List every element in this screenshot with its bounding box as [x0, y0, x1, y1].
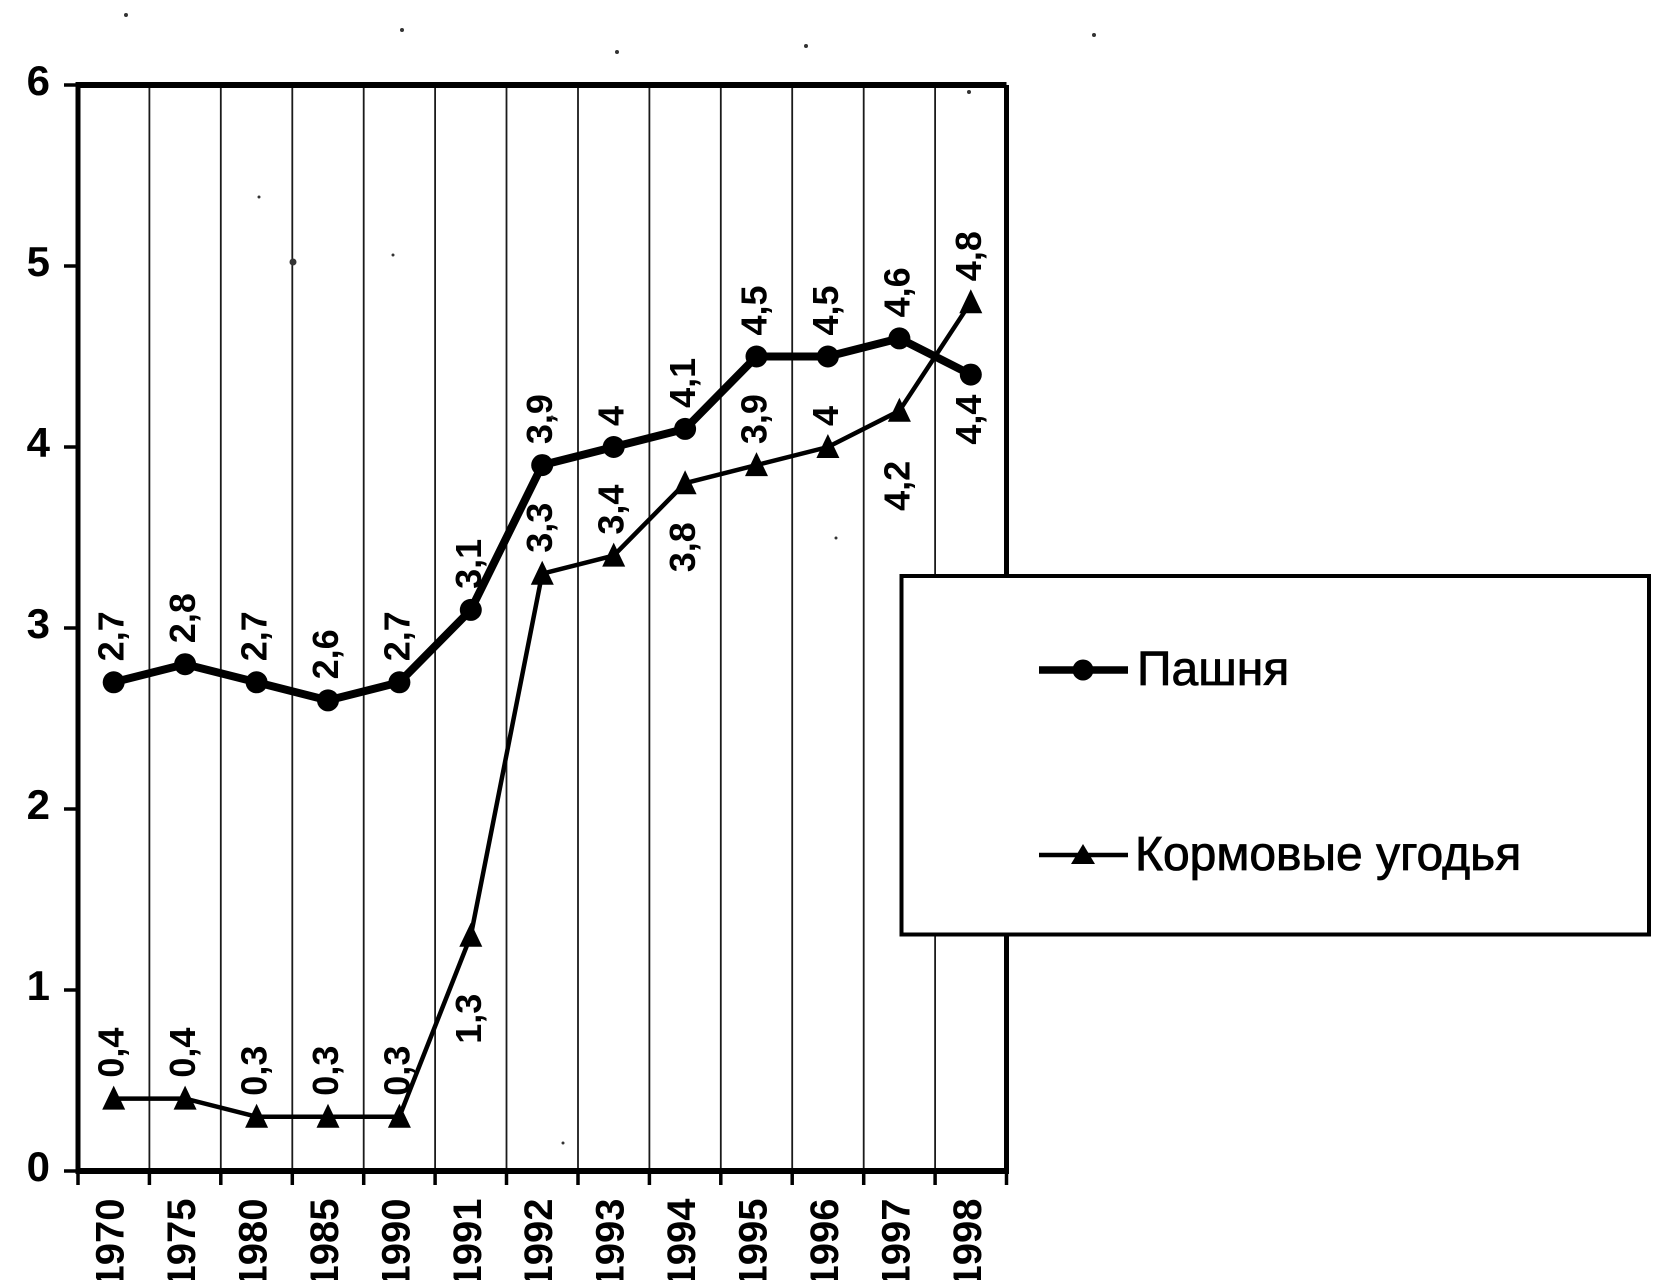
- svg-text:1998: 1998: [946, 1199, 990, 1280]
- svg-text:6: 6: [27, 57, 50, 104]
- svg-text:Пашня: Пашня: [1137, 643, 1289, 696]
- svg-text:0,4: 0,4: [162, 1028, 203, 1078]
- svg-text:4,5: 4,5: [734, 285, 775, 335]
- svg-text:Кормовые угодья: Кормовые угодья: [1135, 828, 1521, 881]
- svg-text:5: 5: [27, 238, 50, 285]
- svg-text:4,1: 4,1: [662, 358, 703, 408]
- svg-text:2,6: 2,6: [305, 629, 346, 679]
- svg-text:3,8: 3,8: [662, 522, 703, 572]
- svg-text:1996: 1996: [803, 1199, 847, 1280]
- svg-text:2,8: 2,8: [162, 593, 203, 643]
- svg-text:1,3: 1,3: [448, 994, 489, 1044]
- svg-text:0,3: 0,3: [376, 1046, 417, 1096]
- svg-text:4,8: 4,8: [948, 231, 989, 281]
- svg-text:0,3: 0,3: [234, 1046, 275, 1096]
- svg-text:3,4: 3,4: [591, 485, 632, 535]
- svg-text:4,4: 4,4: [948, 395, 989, 445]
- svg-text:3,9: 3,9: [734, 394, 775, 444]
- svg-text:2,7: 2,7: [376, 611, 417, 661]
- svg-text:3,9: 3,9: [519, 394, 560, 444]
- svg-text:1994: 1994: [660, 1198, 704, 1280]
- svg-text:1993: 1993: [589, 1199, 633, 1280]
- svg-text:4,2: 4,2: [876, 461, 917, 511]
- svg-text:4: 4: [805, 406, 846, 426]
- svg-text:1980: 1980: [232, 1199, 276, 1280]
- svg-text:1975: 1975: [160, 1199, 204, 1280]
- svg-text:1985: 1985: [303, 1199, 347, 1280]
- svg-text:3,1: 3,1: [448, 539, 489, 589]
- svg-text:3,3: 3,3: [519, 503, 560, 553]
- svg-text:2: 2: [27, 781, 50, 828]
- svg-text:4,6: 4,6: [876, 267, 917, 317]
- svg-text:3: 3: [27, 600, 50, 647]
- svg-text:4: 4: [591, 406, 632, 426]
- svg-text:1990: 1990: [374, 1199, 418, 1280]
- svg-text:1995: 1995: [732, 1199, 776, 1280]
- svg-text:2,7: 2,7: [91, 611, 132, 661]
- svg-text:4,5: 4,5: [805, 285, 846, 335]
- svg-text:2,7: 2,7: [234, 611, 275, 661]
- svg-text:1991: 1991: [446, 1199, 490, 1280]
- svg-text:0,4: 0,4: [91, 1028, 132, 1078]
- svg-text:1: 1: [27, 962, 50, 1009]
- svg-text:1992: 1992: [517, 1199, 561, 1280]
- svg-text:1970: 1970: [89, 1199, 133, 1280]
- svg-text:1997: 1997: [874, 1199, 918, 1280]
- svg-text:4: 4: [27, 419, 51, 466]
- svg-text:0: 0: [27, 1143, 50, 1190]
- svg-text:0,3: 0,3: [305, 1046, 346, 1096]
